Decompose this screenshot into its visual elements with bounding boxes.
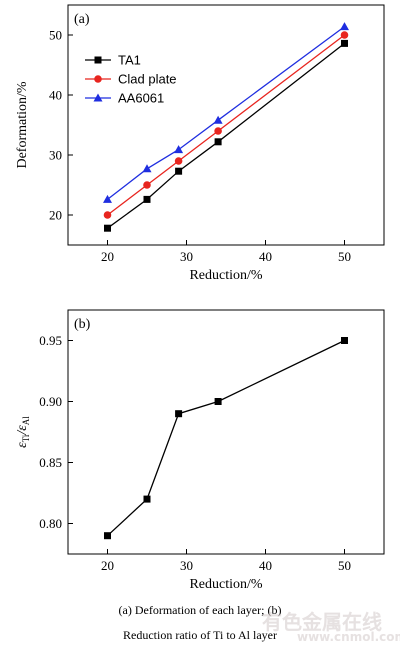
caption-line-1: (a) Deformation of each layer; (b) (118, 603, 282, 617)
y-label-slash-epsilon: /ε (15, 425, 30, 436)
legend-entry: Clad plate (118, 72, 177, 87)
panel-a-legend: TA1 Clad plate AA6061 (85, 53, 177, 106)
panel-b-plot-frame (67, 309, 385, 555)
data-point (340, 22, 349, 31)
y-label-epsilon-1: ε (15, 442, 30, 448)
panel-a-series (103, 22, 349, 232)
y-label-sub-ti: Ti (21, 434, 31, 442)
data-point (341, 39, 348, 47)
data-point (214, 398, 222, 405)
panel-b: 20 30 40 50 0.80 0.85 0.90 0.95 (b) Reduction/%… (15, 309, 385, 592)
x-tick-label: 30 (180, 249, 193, 264)
panel-a-x-axis-label: Reduction/% (189, 268, 262, 283)
panel-a-y-axis-label: Deformation/% (15, 81, 30, 168)
legend-marker (93, 93, 103, 102)
panel-b-x-axis-label: Reduction/% (189, 577, 262, 592)
x-tick-label: 50 (338, 249, 351, 264)
data-point (142, 164, 152, 173)
y-tick-label: 50 (49, 28, 62, 43)
data-point (213, 115, 223, 124)
data-point (174, 145, 184, 154)
y-tick-label: 0.85 (39, 455, 62, 470)
x-tick-label: 40 (259, 558, 272, 573)
y-tick-label: 0.80 (39, 516, 62, 531)
panel-a-plot-frame (67, 4, 385, 246)
data-point (143, 181, 151, 189)
data-point (341, 337, 348, 344)
legend-entry: TA1 (118, 53, 141, 68)
panel-b-label: (b) (74, 317, 91, 332)
data-point (214, 127, 222, 135)
y-tick-label: 20 (49, 208, 62, 223)
panel-a-label: (a) (74, 12, 90, 27)
data-point (143, 195, 151, 203)
y-tick-label: 0.90 (39, 394, 62, 409)
y-tick-label: 40 (49, 88, 62, 103)
x-tick-label: 20 (101, 558, 114, 573)
data-point (143, 495, 151, 503)
y-tick-label: 0.95 (39, 333, 62, 348)
caption-line-2: Reduction ratio of Ti to Al layer (123, 628, 277, 642)
watermark-cn: 有色金属在线 (262, 610, 382, 634)
legend-marker (94, 75, 102, 83)
watermark-url: www.cnmol.com (297, 630, 400, 644)
x-tick-label: 50 (338, 558, 351, 573)
data-point (103, 194, 112, 203)
x-tick-label: 30 (180, 558, 193, 573)
data-point (103, 211, 112, 219)
panel-a: 20 30 40 50 20 30 40 50 TA1 Clad plate AA6061 (a)… (15, 4, 385, 283)
data-point (174, 157, 183, 165)
series-line-clad-plate (107, 34, 345, 216)
panel-a-ticks: 20 30 40 50 20 30 40 50 (49, 28, 351, 265)
y-label-sub-al: Al (21, 416, 31, 425)
panel-b-ticks: 20 30 40 50 0.80 0.85 0.90 0.95 (39, 333, 351, 573)
legend-marker (94, 56, 102, 64)
data-point (175, 167, 183, 175)
panel-b-series (104, 337, 348, 540)
panel-b-y-axis-label: εTi/εAl (15, 416, 31, 448)
data-point (104, 224, 111, 232)
x-tick-label: 20 (101, 249, 114, 264)
data-point (340, 31, 349, 39)
data-point (214, 138, 222, 146)
legend-entry: AA6061 (118, 91, 164, 106)
y-tick-label: 30 (49, 148, 62, 163)
x-tick-label: 40 (259, 249, 272, 264)
data-point (175, 410, 183, 418)
series-line-aa6061 (107, 26, 345, 200)
data-point (104, 532, 111, 540)
series-line-1 (107, 339, 345, 537)
